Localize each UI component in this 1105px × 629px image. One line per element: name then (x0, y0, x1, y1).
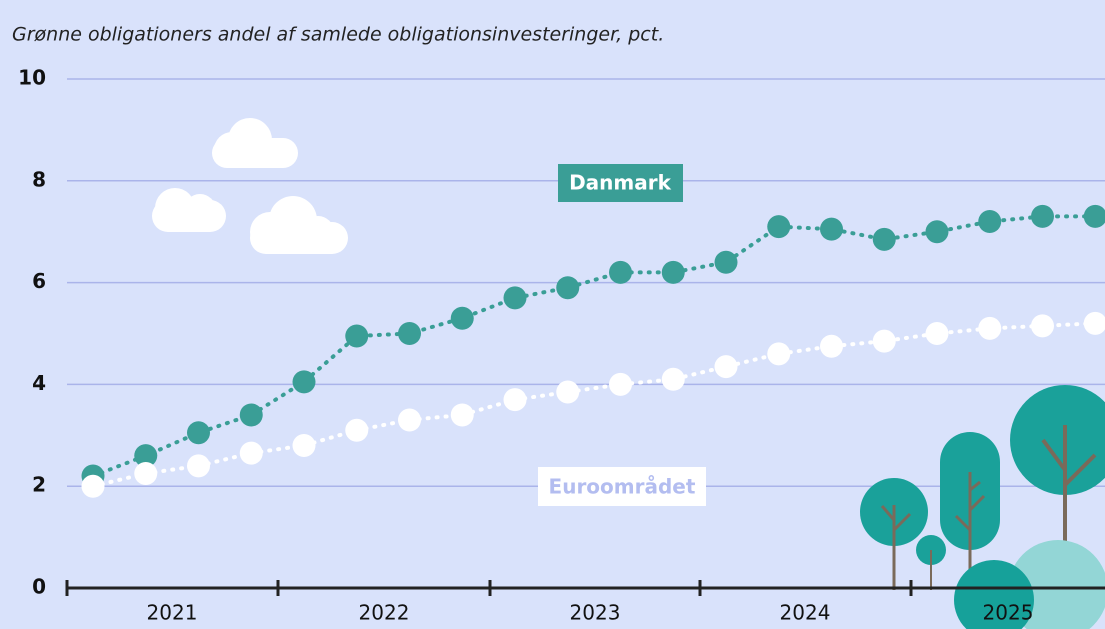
data-point (450, 306, 474, 330)
data-point (239, 441, 263, 465)
legend-box (558, 164, 683, 202)
y-tick-label: 2 (32, 473, 46, 497)
data-point (398, 322, 421, 345)
data-point (820, 217, 843, 241)
y-tick-label: 10 (18, 66, 46, 90)
y-tick-label: 0 (32, 575, 46, 599)
data-point (609, 260, 632, 284)
data-point (872, 227, 896, 251)
data-point (714, 250, 738, 274)
data-point (767, 215, 791, 239)
legend-label: Danmark (569, 171, 672, 195)
data-point (450, 403, 474, 427)
x-tick-label: 2023 (570, 601, 621, 625)
data-point (239, 403, 263, 427)
data-point (820, 334, 843, 358)
data-point (925, 322, 949, 345)
data-point (503, 286, 527, 310)
data-point (978, 210, 1002, 234)
clouds (152, 118, 348, 254)
y-tick-label: 6 (32, 269, 46, 293)
data-point (134, 444, 158, 468)
data-point (872, 329, 896, 353)
data-point (398, 408, 421, 432)
data-point (714, 355, 738, 379)
data-point (767, 342, 791, 366)
data-point (81, 474, 105, 498)
x-tick-label: 2025 (983, 601, 1034, 625)
trees (860, 385, 1105, 629)
data-point (556, 276, 580, 300)
data-point (925, 220, 949, 244)
chart-title: Grønne obligationers andel af samlede ob… (12, 24, 664, 46)
data-point (1031, 314, 1054, 338)
x-axis (65, 580, 1105, 596)
data-point (661, 260, 685, 284)
data-point (609, 372, 632, 396)
data-point (1031, 204, 1054, 228)
data-point (345, 324, 369, 348)
data-point (292, 433, 316, 457)
data-point (503, 388, 527, 412)
data-point (1083, 311, 1105, 335)
data-point (187, 454, 210, 478)
data-point (661, 367, 685, 391)
y-tick-label: 4 (32, 371, 46, 395)
x-tick-label: 2021 (147, 601, 198, 625)
x-tick-label: 2022 (359, 601, 410, 625)
data-point (556, 380, 580, 404)
data-point (1083, 204, 1105, 228)
data-point (292, 370, 316, 394)
legend-label: Euroområdet (549, 475, 696, 499)
legend-box (538, 467, 706, 506)
x-tick-label: 2024 (780, 601, 831, 625)
y-tick-label: 8 (32, 167, 46, 191)
data-point (345, 418, 369, 442)
data-point (187, 421, 210, 445)
data-point (978, 316, 1002, 340)
data-point (134, 461, 158, 485)
